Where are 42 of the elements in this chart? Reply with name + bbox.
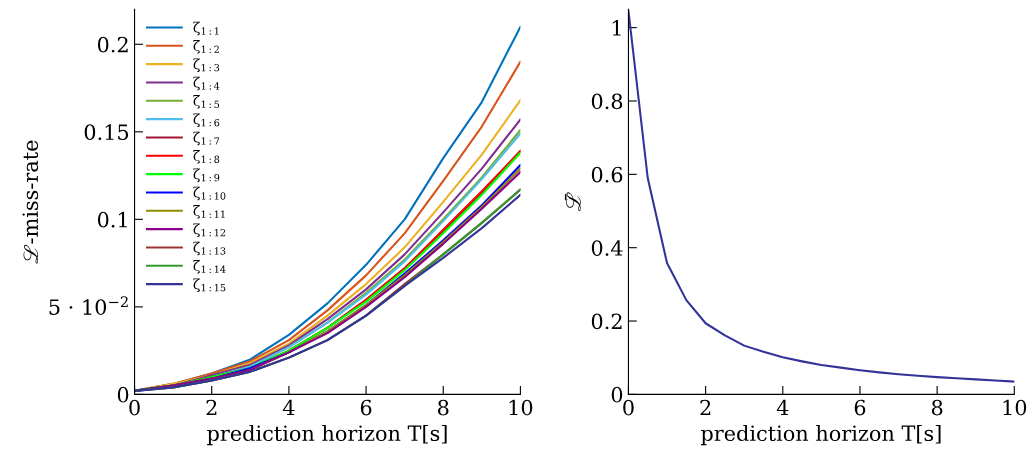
legend-label: ζ$_{1:5}$ [193,95,220,109]
legend-label: ζ$_{1:13}$ [193,241,226,256]
x-tick-label: 2 [700,399,711,416]
x-tick-label: 0 [623,399,634,416]
legend-label: ζ$_{1:11}$ [193,205,225,219]
legend-label: ζ$_{1:12}$ [193,223,226,237]
x-tick-label: 6 [360,399,372,416]
legend-label: ζ$_{1:7}$ [193,131,220,146]
legend-label: ζ$_{1:14}$ [193,260,226,274]
x-axis-title: prediction horizon T[s] [701,424,941,446]
y-tick-label: 0.1 [97,211,127,228]
y-tick-label: 5 · 10$^{−2}$ [49,296,128,315]
y-tick-label: 0 [117,386,129,403]
y-tick-label: 0.2 [97,36,128,53]
y-axis-title: ℒ-miss-rate [22,140,39,264]
y-tick-label: 0.6 [591,166,623,183]
y-tick-label: 0.8 [591,93,623,110]
legend-label: ζ$_{1:9}$ [193,168,220,182]
y-tick-label: 0 [611,386,623,403]
x-tick-label: 10 [1003,399,1027,416]
x-tick-label: 4 [776,399,789,416]
y-axis-title: ℒ̄ [564,192,581,212]
legend-label: ζ$_{1:8}$ [193,150,220,164]
y-tick-label: 1 [612,20,621,36]
x-tick-label: 0 [129,399,140,416]
legend-label: ζ$_{1:1}$ [193,21,219,36]
legend-label: ζ$_{1:6}$ [193,113,220,127]
legend-label: ζ$_{1:2}$ [193,40,219,54]
legend-label: ζ$_{1:10}$ [193,186,226,201]
legend-label: ζ$_{1:4}$ [193,76,220,91]
y-tick-label: 0.2 [591,313,622,330]
y-tick-label: 0.15 [84,124,129,141]
x-tick-label: 8 [438,399,449,416]
legend-label: ζ$_{1:3}$ [193,58,220,72]
legend-label: ζ$_{1:15}$ [193,278,226,292]
x-tick-label: 8 [931,399,943,416]
y-tick-label: 0.4 [591,240,623,256]
x-tick-label: 6 [854,399,866,416]
x-tick-label: 4 [282,399,295,416]
x-tick-label: 10 [509,399,533,416]
x-axis-title: prediction horizon T[s] [207,424,447,446]
x-tick-label: 2 [206,399,217,416]
